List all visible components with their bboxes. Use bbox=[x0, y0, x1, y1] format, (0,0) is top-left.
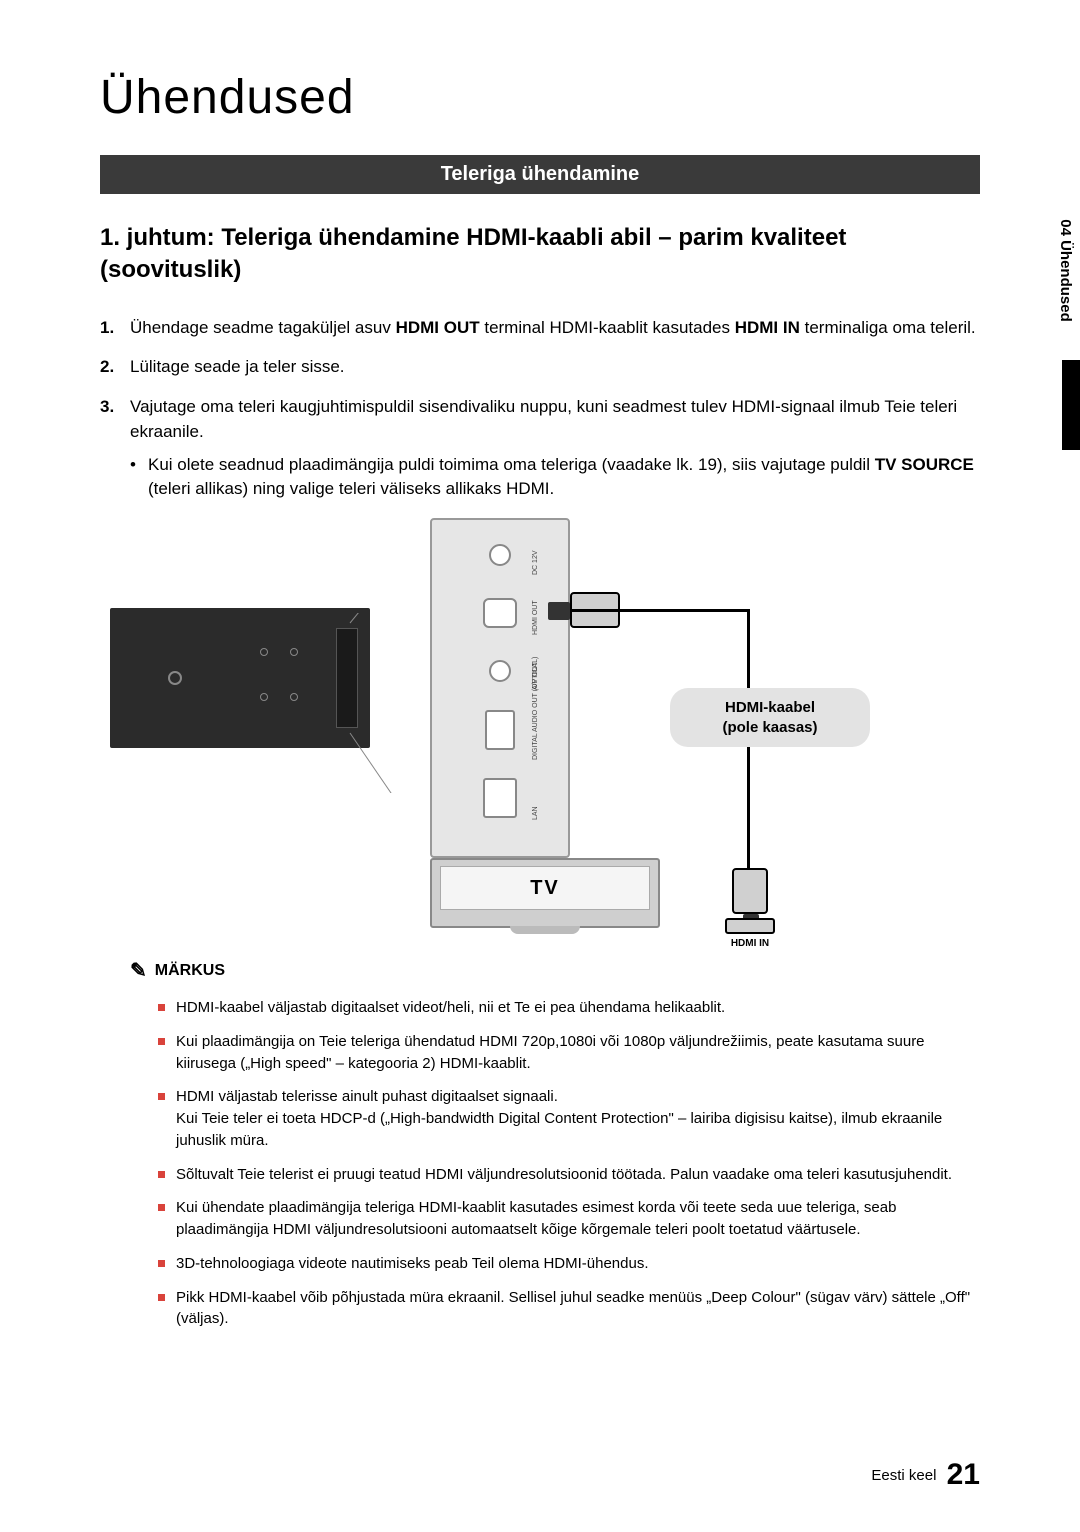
lbl-hdmi: HDMI OUT bbox=[532, 600, 539, 635]
tv-stand bbox=[510, 926, 580, 934]
rear-panel: DC 12V HDMI OUT A/V OUT DIGITAL AUDIO OU… bbox=[430, 518, 570, 858]
step3-text: Vajutage oma teleri kaugjuhtimispuldil s… bbox=[130, 397, 957, 442]
tv-hdmi-in: HDMI IN bbox=[705, 918, 795, 949]
step-2: Lülitage seade ja teler sisse. bbox=[100, 354, 980, 380]
step1-hdmiin: HDMI IN bbox=[735, 318, 800, 337]
notes-list: HDMI-kaabel väljastab digitaalset videot… bbox=[158, 997, 980, 1330]
note-item: Kui ühendate plaadimängija teleriga HDMI… bbox=[158, 1197, 980, 1241]
step3-sub-item: Kui olete seadnud plaadimängija puldi to… bbox=[130, 453, 980, 502]
cable-label: HDMI-kaabel (pole kaasas) bbox=[670, 688, 870, 747]
chapter-title: Ühendused bbox=[100, 70, 980, 125]
case-heading: 1. juhtum: Teleriga ühendamine HDMI-kaab… bbox=[100, 222, 980, 287]
device-btn bbox=[260, 648, 268, 656]
step3-sub: Kui olete seadnud plaadimängija puldi to… bbox=[130, 453, 980, 502]
port-av bbox=[489, 660, 511, 682]
step1-a: Ühendage seadme tagaküljel asuv bbox=[130, 318, 396, 337]
hdmi-in-port bbox=[725, 918, 775, 934]
device-btn bbox=[290, 693, 298, 701]
step1-e: terminaliga oma teleril. bbox=[800, 318, 976, 337]
page-footer: Eesti keel 21 bbox=[871, 1458, 980, 1492]
player-device bbox=[110, 608, 370, 748]
lbl-opt: DIGITAL AUDIO OUT (OPTICAL) bbox=[532, 657, 539, 760]
section-banner: Teleriga ühendamine bbox=[100, 155, 980, 194]
device-btn bbox=[290, 648, 298, 656]
port-dc bbox=[489, 544, 511, 566]
port-hdmi bbox=[483, 598, 517, 628]
note-item: Sõltuvalt Teie telerist ei pruugi teatud… bbox=[158, 1164, 980, 1186]
step-1: Ühendage seadme tagaküljel asuv HDMI OUT… bbox=[100, 315, 980, 341]
footer-lang: Eesti keel bbox=[871, 1467, 936, 1484]
lbl-dc: DC 12V bbox=[532, 551, 539, 576]
note-item: Kui plaadimängija on Teie teleriga ühend… bbox=[158, 1031, 980, 1075]
tv: TV bbox=[430, 858, 660, 928]
cable-label-1: HDMI-kaabel bbox=[686, 698, 854, 718]
hdmi-plug-tv bbox=[732, 868, 768, 914]
step-3: Vajutage oma teleri kaugjuhtimispuldil s… bbox=[100, 394, 980, 502]
hdmi-in-label: HDMI IN bbox=[705, 938, 795, 949]
note-item: Pikk HDMI-kaabel võib põhjustada müra ek… bbox=[158, 1287, 980, 1331]
disc-icon bbox=[168, 671, 182, 685]
step1-hdmiout: HDMI OUT bbox=[396, 318, 480, 337]
port-lan bbox=[483, 778, 517, 818]
device-btn bbox=[260, 693, 268, 701]
note-item: HDMI väljastab telerisse ainult puhast d… bbox=[158, 1086, 980, 1151]
footer-page-num: 21 bbox=[947, 1458, 980, 1491]
cable-horiz bbox=[570, 609, 750, 612]
note-header: ✎ MÄRKUS bbox=[130, 958, 980, 983]
steps-list: Ühendage seadme tagaküljel asuv HDMI OUT… bbox=[100, 315, 980, 502]
cable-label-2: (pole kaasas) bbox=[686, 718, 854, 738]
port-optical bbox=[485, 710, 515, 750]
lbl-lan: LAN bbox=[532, 806, 539, 820]
step1-c: terminal HDMI-kaablit kasutades bbox=[480, 318, 735, 337]
s3a: Kui olete seadnud plaadimängija puldi to… bbox=[148, 455, 875, 474]
connection-diagram: DC 12V HDMI OUT A/V OUT DIGITAL AUDIO OU… bbox=[100, 518, 980, 948]
note-header-text: MÄRKUS bbox=[155, 962, 225, 980]
tv-screen: TV bbox=[440, 866, 650, 910]
s3b: TV SOURCE bbox=[875, 455, 974, 474]
s3c: (teleri allikas) ning valige teleri väli… bbox=[148, 479, 554, 498]
note-icon: ✎ bbox=[130, 958, 147, 983]
note-item: HDMI-kaabel väljastab digitaalset videot… bbox=[158, 997, 980, 1019]
note-item: 3D-tehnoloogiaga videote nautimiseks pea… bbox=[158, 1253, 980, 1275]
